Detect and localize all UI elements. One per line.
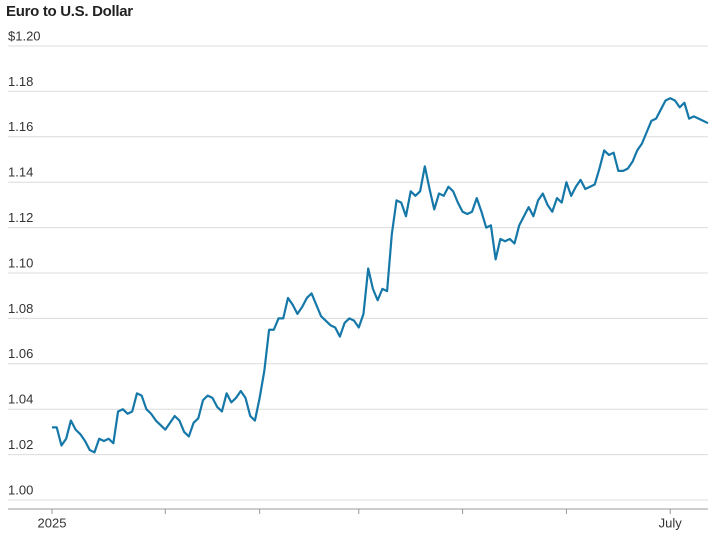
x-tick-label: 2025 bbox=[38, 515, 67, 530]
y-tick-label: $1.20 bbox=[8, 28, 41, 43]
y-tick-label: 1.00 bbox=[8, 482, 33, 497]
y-tick-label: 1.10 bbox=[8, 255, 33, 270]
y-tick-label: 1.08 bbox=[8, 301, 33, 316]
y-tick-label: 1.06 bbox=[8, 346, 33, 361]
x-tick-label: July bbox=[659, 515, 683, 530]
y-tick-label: 1.14 bbox=[8, 165, 33, 180]
chart-title: Euro to U.S. Dollar bbox=[6, 3, 133, 20]
y-tick-label: 1.04 bbox=[8, 392, 33, 407]
line bbox=[52, 97, 709, 454]
y-tick-label: 1.18 bbox=[8, 74, 33, 89]
y-tick-label: 1.12 bbox=[8, 210, 33, 225]
y-tick-label: 1.02 bbox=[8, 437, 33, 452]
y-tick-label: 1.16 bbox=[8, 119, 33, 134]
